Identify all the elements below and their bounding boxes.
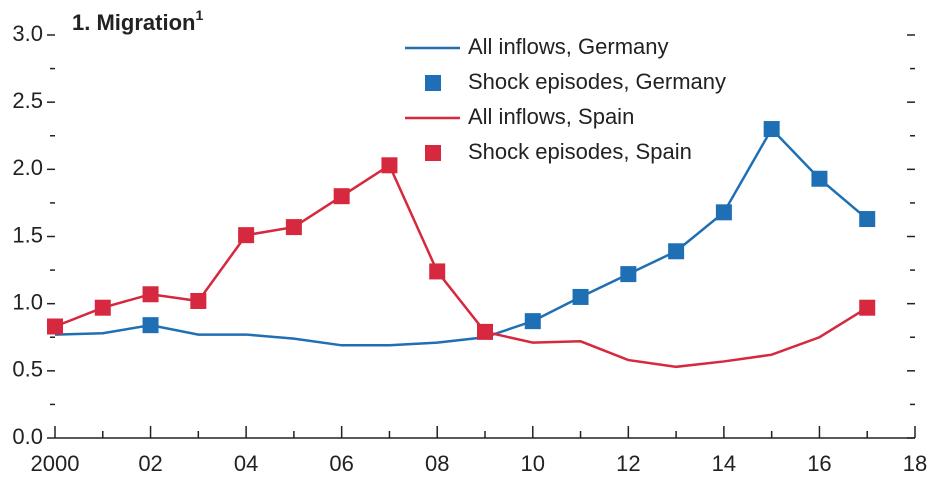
shock-marker: [190, 292, 207, 309]
x-tick-label: 18: [903, 451, 927, 476]
shock-marker: [47, 318, 63, 335]
x-tick-label: 10: [521, 451, 545, 476]
y-tick-label: 0.0: [12, 424, 43, 449]
legend-label: All inflows, Spain: [468, 104, 634, 129]
shock-marker: [859, 299, 876, 316]
shock-marker: [715, 204, 732, 221]
legend-marker: [425, 75, 441, 91]
x-tick-label: 08: [425, 451, 449, 476]
shock-marker: [763, 121, 780, 138]
y-tick-label: 2.0: [12, 155, 43, 180]
legend-marker: [425, 145, 441, 161]
title-note: 1: [195, 7, 203, 23]
series-line: [54, 163, 868, 369]
y-tick-label: 1.5: [12, 222, 43, 247]
shock-marker: [429, 263, 446, 280]
shock-marker: [381, 157, 398, 174]
y-tick-label: 0.5: [12, 357, 43, 382]
legend-label: All inflows, Germany: [468, 34, 669, 59]
shock-marker: [859, 211, 876, 228]
shock-marker: [94, 299, 111, 316]
shock-marker: [524, 313, 541, 330]
x-tick-label: 02: [138, 451, 162, 476]
x-tick-label: 14: [712, 451, 736, 476]
shock-marker: [572, 288, 589, 305]
y-tick-label: 2.5: [12, 88, 43, 113]
x-tick-label: 16: [807, 451, 831, 476]
y-tick-label: 1.0: [12, 289, 43, 314]
chart-title-group: 1. Migration1: [72, 7, 203, 35]
shock-marker: [238, 227, 255, 244]
legend-label: Shock episodes, Spain: [468, 139, 692, 164]
shock-marker: [668, 243, 685, 260]
shock-marker: [811, 170, 828, 187]
legend-label: Shock episodes, Germany: [468, 69, 726, 94]
x-tick-label: 12: [616, 451, 640, 476]
series-line: [54, 126, 869, 347]
shock-marker: [620, 266, 637, 283]
shock-marker: [142, 317, 159, 334]
y-tick-label: 3.0: [12, 21, 43, 46]
x-tick-label: 2000: [31, 451, 80, 476]
chart-title: 1. Migration: [72, 10, 195, 35]
shock-marker: [477, 323, 493, 340]
x-tick-label: 04: [234, 451, 258, 476]
shock-marker: [285, 219, 302, 236]
shock-marker: [333, 188, 350, 205]
x-tick-label: 06: [329, 451, 353, 476]
shock-marker: [142, 286, 159, 303]
